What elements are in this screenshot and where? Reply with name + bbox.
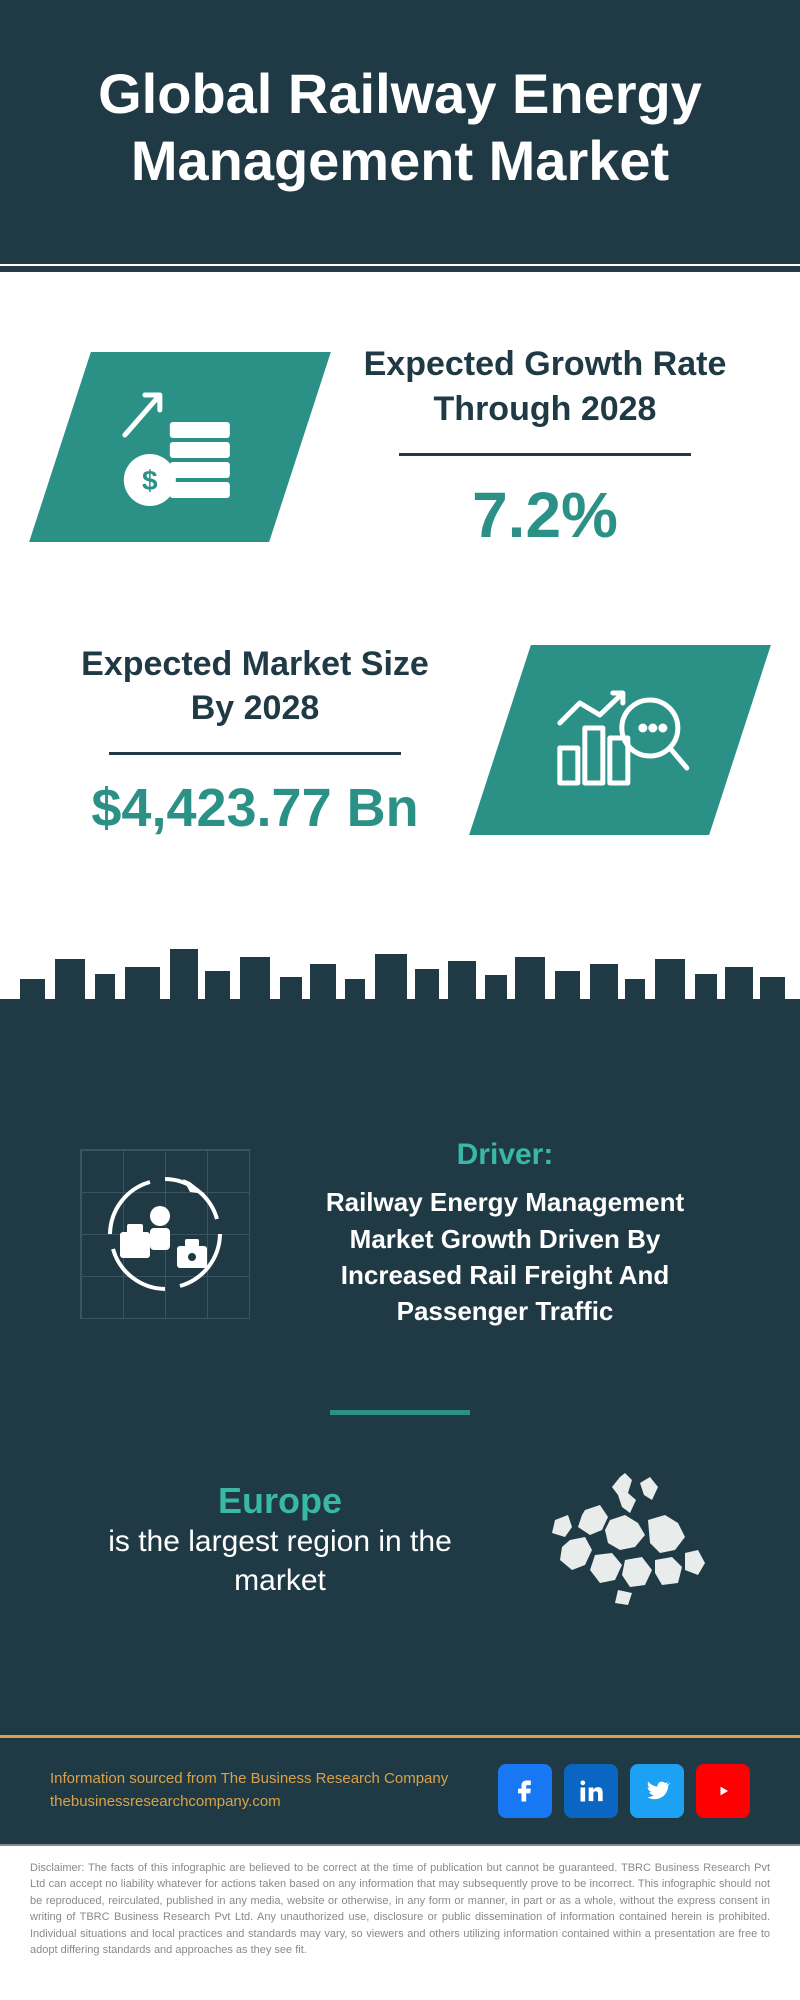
svg-text:$: $ bbox=[142, 465, 158, 496]
region-block: Europe is the largest region in the mark… bbox=[60, 1455, 740, 1675]
market-icon-box bbox=[469, 645, 771, 835]
map-box bbox=[530, 1465, 720, 1615]
chart-analysis-icon bbox=[545, 673, 695, 803]
market-label: Expected Market Size By 2028 bbox=[60, 642, 450, 730]
header: Global Railway Energy Management Market bbox=[0, 0, 800, 264]
region-text: Europe is the largest region in the mark… bbox=[80, 1480, 480, 1600]
driver-icon-box bbox=[80, 1149, 250, 1319]
growth-value: 7.2% bbox=[350, 478, 740, 552]
money-growth-icon: $ bbox=[110, 380, 250, 510]
driver-block: Driver: Railway Energy Management Market… bbox=[60, 1118, 740, 1370]
europe-map-icon bbox=[530, 1465, 720, 1615]
dark-section: Driver: Railway Energy Management Market… bbox=[0, 1118, 800, 1735]
region-sub: is the largest region in the market bbox=[80, 1522, 480, 1600]
facebook-icon[interactable] bbox=[498, 1764, 552, 1818]
business-cycle-icon bbox=[95, 1164, 235, 1304]
stat-growth-rate: $ Expected Growth Rate Through 2028 7.2% bbox=[60, 342, 740, 551]
stats-section: $ Expected Growth Rate Through 2028 7.2% bbox=[0, 272, 800, 999]
disclaimer-section: Disclaimer: The facts of this infographi… bbox=[0, 1844, 800, 1999]
source-line2: thebusinessresearchcompany.com bbox=[50, 1791, 448, 1814]
region-name: Europe bbox=[80, 1480, 480, 1522]
driver-text: Driver: Railway Energy Management Market… bbox=[290, 1138, 720, 1330]
social-row bbox=[498, 1764, 750, 1818]
market-value: $4,423.77 Bn bbox=[60, 777, 450, 839]
footer-source: Information sourced from The Business Re… bbox=[0, 1735, 800, 1844]
driver-title: Driver: bbox=[290, 1138, 720, 1172]
growth-icon-box: $ bbox=[29, 352, 331, 542]
market-text: Expected Market Size By 2028 $4,423.77 B… bbox=[60, 642, 450, 839]
city-skyline-icon bbox=[0, 999, 800, 1119]
page-title: Global Railway Energy Management Market bbox=[40, 60, 760, 194]
section-divider bbox=[330, 1410, 470, 1415]
twitter-icon[interactable] bbox=[630, 1764, 684, 1818]
driver-body: Railway Energy Management Market Growth … bbox=[290, 1184, 720, 1330]
skyline-wrap bbox=[0, 999, 800, 1119]
stat-market-size: Expected Market Size By 2028 $4,423.77 B… bbox=[60, 642, 740, 839]
linkedin-icon[interactable] bbox=[564, 1764, 618, 1818]
growth-text: Expected Growth Rate Through 2028 7.2% bbox=[350, 342, 740, 551]
source-line1: Information sourced from The Business Re… bbox=[50, 1768, 448, 1791]
growth-label: Expected Growth Rate Through 2028 bbox=[350, 342, 740, 430]
disclaimer-text: Disclaimer: The facts of this infographi… bbox=[30, 1860, 770, 1959]
stat-divider bbox=[399, 453, 692, 456]
source-text: Information sourced from The Business Re… bbox=[50, 1768, 448, 1813]
stat-divider bbox=[109, 752, 402, 755]
youtube-icon[interactable] bbox=[696, 1764, 750, 1818]
